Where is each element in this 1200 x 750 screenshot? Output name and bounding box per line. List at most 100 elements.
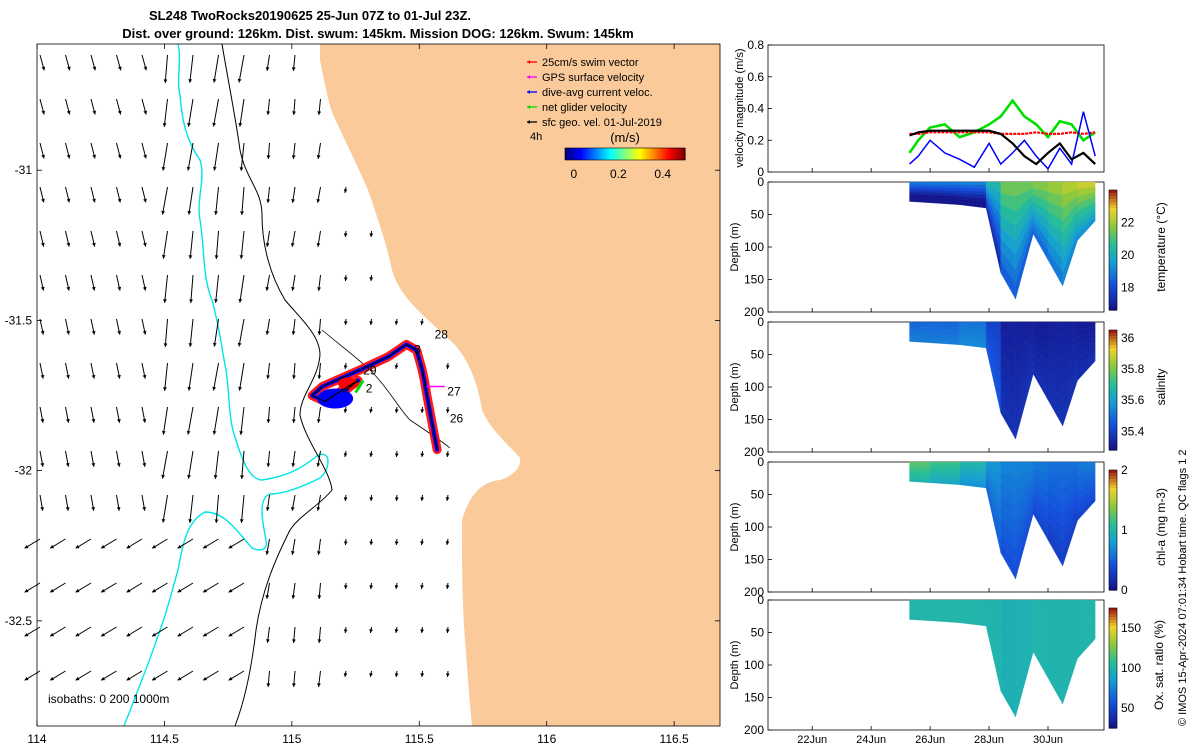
velocity-arrow: [266, 670, 271, 687]
section-cell: [909, 461, 931, 465]
arrow-head: [343, 629, 348, 633]
time-tick-label: 28Jun: [974, 734, 1004, 746]
section-colorbar-cell: [1109, 671, 1117, 675]
section-colorbar-cell: [1109, 509, 1117, 513]
colorbar-cell: [605, 148, 608, 160]
section-colorbar-cell: [1109, 581, 1117, 585]
velocity-arrow: [266, 98, 271, 115]
section-colorbar-cell: [1109, 396, 1117, 400]
velocity-arrow: [39, 362, 45, 379]
velocity-arrow: [445, 626, 450, 634]
section-colorbar-frame: [1108, 329, 1118, 451]
arrow-head: [142, 462, 147, 467]
arrow-head: [292, 683, 296, 687]
arrow-shaft: [238, 318, 245, 347]
section-colorbar-cell: [1109, 220, 1117, 224]
arrow-head: [316, 198, 321, 203]
arrow-head: [188, 79, 193, 83]
arrow-head: [161, 166, 166, 171]
arrow-shaft: [189, 494, 194, 523]
section-colorbar-tick-label: 2: [1121, 463, 1128, 477]
velocity-arrow: [420, 538, 424, 545]
arrow-head: [266, 463, 271, 467]
arrow-head: [317, 375, 322, 379]
arrow-shaft: [238, 54, 245, 83]
arrow-head: [24, 588, 29, 593]
velocity-arrow: [369, 406, 373, 413]
section-colorbar-cell: [1109, 375, 1117, 379]
arrow-head: [66, 154, 71, 159]
arrow-shaft: [240, 494, 245, 523]
arrow-head: [228, 676, 233, 681]
arrow-head: [213, 475, 218, 479]
velocity-arrow: [214, 230, 219, 259]
velocity-arrow: [317, 626, 322, 643]
section-y-tick-label: 50: [751, 208, 765, 222]
arrow-head: [41, 198, 45, 203]
velocity-arrow: [291, 274, 296, 291]
arrow-head: [203, 544, 208, 549]
section-colorbar-tick-label: 50: [1121, 701, 1135, 715]
arrow-head: [369, 277, 374, 281]
arrow-head: [41, 110, 46, 115]
velocity-arrow: [177, 538, 194, 549]
arrow-shaft: [189, 54, 194, 83]
velocity-ylabel: velocity magnitude (m/s): [734, 48, 746, 167]
colorbar-cell: [633, 148, 636, 160]
velocity-arrow: [420, 582, 424, 589]
arrow-head: [152, 632, 157, 637]
velocity-arrow: [90, 362, 96, 379]
colorbar-cell: [669, 148, 672, 160]
section-colorbar-cell: [1109, 476, 1117, 480]
arrow-head: [126, 544, 131, 549]
velocity-arrow: [161, 142, 168, 171]
arrow-head: [91, 242, 96, 247]
velocity-arrow: [151, 538, 168, 549]
arrow-head: [66, 286, 71, 291]
arrow-head: [186, 430, 191, 435]
arrow-head: [161, 210, 166, 215]
velocity-arrow: [343, 626, 348, 634]
velocity-arrow: [161, 494, 168, 523]
arrow-head: [239, 431, 244, 435]
arrow-head: [66, 330, 70, 335]
velocity-arrow: [163, 274, 168, 303]
section-colorbar-cell: [1109, 542, 1117, 546]
velocity-arrow: [445, 582, 450, 590]
velocity-arrow: [188, 54, 194, 83]
arrow-head: [266, 683, 271, 687]
section-colorbar-tick-label: 36: [1121, 331, 1135, 345]
section-colorbar-cell: [1109, 665, 1117, 669]
velocity-arrow: [187, 98, 194, 127]
section-colorbar-frame: [1108, 607, 1118, 729]
velocity-arrow: [90, 230, 96, 247]
arrow-head: [343, 321, 348, 325]
velocity-arrow: [394, 362, 399, 369]
arrow-head: [126, 588, 131, 593]
velocity-arrow: [49, 670, 66, 681]
velocity-arrow: [266, 142, 271, 159]
velocity-arrow: [65, 450, 70, 467]
arrow-head: [265, 286, 270, 291]
track-loop-blue: [317, 388, 354, 409]
colorbar-cell: [675, 148, 678, 160]
arrow-head: [291, 287, 295, 291]
arrow-head: [40, 330, 45, 335]
arrow-head: [445, 629, 450, 633]
section-colorbar-cell: [1109, 497, 1117, 501]
arrow-head: [92, 154, 96, 159]
velocity-arrow: [75, 538, 92, 549]
section-colorbar-cell: [1109, 695, 1117, 699]
velocity-arrow: [141, 142, 147, 159]
arrow-head: [91, 506, 96, 511]
velocity-arrow: [292, 626, 296, 643]
velocity-arrow: [116, 318, 121, 335]
isobath-1000m: [221, 43, 333, 727]
colorbar-cell: [643, 148, 646, 160]
arrow-head: [238, 122, 243, 127]
section-colorbar-cell: [1109, 482, 1117, 486]
velocity-arrow: [162, 98, 168, 127]
arrow-shaft: [213, 406, 219, 435]
velocity-arrow: [65, 494, 70, 511]
time-axis: 22Jun 24Jun 26Jun 28Jun 30Jun: [797, 168, 1063, 746]
